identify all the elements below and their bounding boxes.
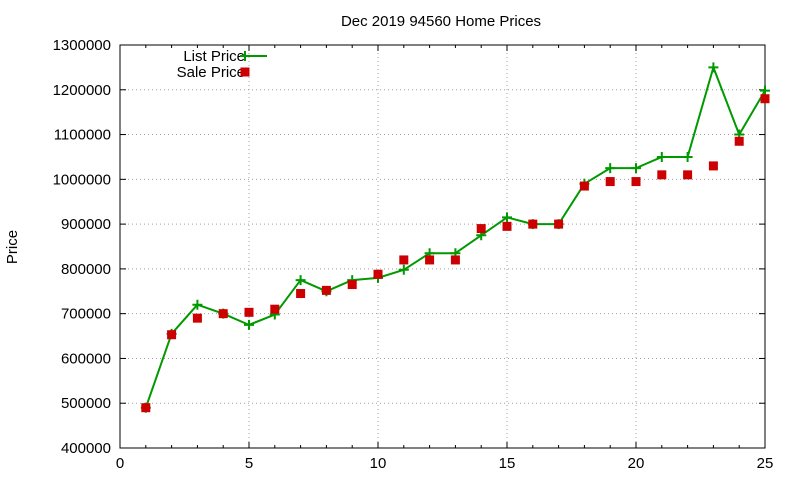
sale-price-point <box>450 255 460 265</box>
list-price-point <box>631 163 641 174</box>
sale-price-point <box>579 181 589 191</box>
x-tick-label: 20 <box>628 455 645 472</box>
list-price-point <box>295 275 306 286</box>
list-price-point <box>398 264 409 275</box>
y-tick-label: 400000 <box>61 440 111 457</box>
sale-price-point <box>321 285 331 295</box>
x-tick-label: 15 <box>499 455 516 472</box>
sale-price-point <box>373 269 383 279</box>
grid <box>120 45 765 448</box>
sale-price-point <box>708 161 718 171</box>
legend-marker-list-price <box>240 51 250 61</box>
sale-price-point <box>399 255 409 265</box>
list-price-point <box>708 62 719 73</box>
sale-price-point <box>760 94 770 104</box>
sale-price-point <box>605 177 615 187</box>
x-tick-label: 5 <box>245 455 253 472</box>
sale-price-point <box>502 221 512 231</box>
y-tick-label: 1100000 <box>54 127 111 144</box>
x-tick-label: 25 <box>757 455 774 472</box>
sale-price-point <box>167 330 177 340</box>
y-tick-label: 1000000 <box>53 171 111 188</box>
sale-price-point <box>296 289 306 299</box>
list-price-point <box>192 299 203 310</box>
x-tick-label: 0 <box>116 455 124 472</box>
series <box>140 62 770 413</box>
list-price-point <box>244 319 254 330</box>
sale-price-point <box>657 170 667 180</box>
legend-marker-sale-price <box>240 67 250 77</box>
list-price-line <box>144 66 766 409</box>
sale-price-point <box>244 307 254 317</box>
legend-label-list-price: List Price <box>183 48 245 65</box>
list-price-point <box>502 212 512 223</box>
sale-price-point <box>218 309 228 319</box>
y-tick-label: 500000 <box>61 395 111 412</box>
sale-price-point <box>734 136 744 146</box>
series-list-price <box>140 62 770 413</box>
sale-price-point <box>141 403 151 413</box>
sale-price-point <box>270 304 280 314</box>
chart-title: Dec 2019 94560 Home Prices <box>341 13 541 30</box>
sale-price-point <box>554 219 564 229</box>
y-axis-label: Price <box>4 230 21 264</box>
list-price-point <box>656 151 667 162</box>
sale-price-point <box>631 177 641 187</box>
y-tick-label: 1200000 <box>53 82 111 99</box>
sale-price-point <box>347 280 357 290</box>
list-price-point <box>605 163 616 174</box>
legend-label-sale-price: Sale Price <box>177 64 245 81</box>
y-tick-label: 800000 <box>61 261 111 278</box>
sale-price-point <box>425 255 435 265</box>
y-tick-label: 900000 <box>61 216 111 233</box>
sale-price-point <box>683 170 693 180</box>
y-tick-label: 1300000 <box>53 37 111 54</box>
x-tick-label: 10 <box>370 455 387 472</box>
sale-price-point <box>528 219 538 229</box>
plot-border <box>119 44 766 449</box>
sale-price-point <box>476 224 486 234</box>
tick-labels: 0 5 10 15 20 25 400000 500000 600000 700000 800000… <box>53 37 774 472</box>
series-sale-price <box>141 94 770 413</box>
y-tick-label: 700000 <box>61 306 111 323</box>
y-tick-label: 600000 <box>61 350 111 367</box>
axes <box>119 44 766 449</box>
sale-price-point <box>192 313 202 323</box>
list-price-point <box>682 151 693 162</box>
list-price-point <box>760 85 770 96</box>
